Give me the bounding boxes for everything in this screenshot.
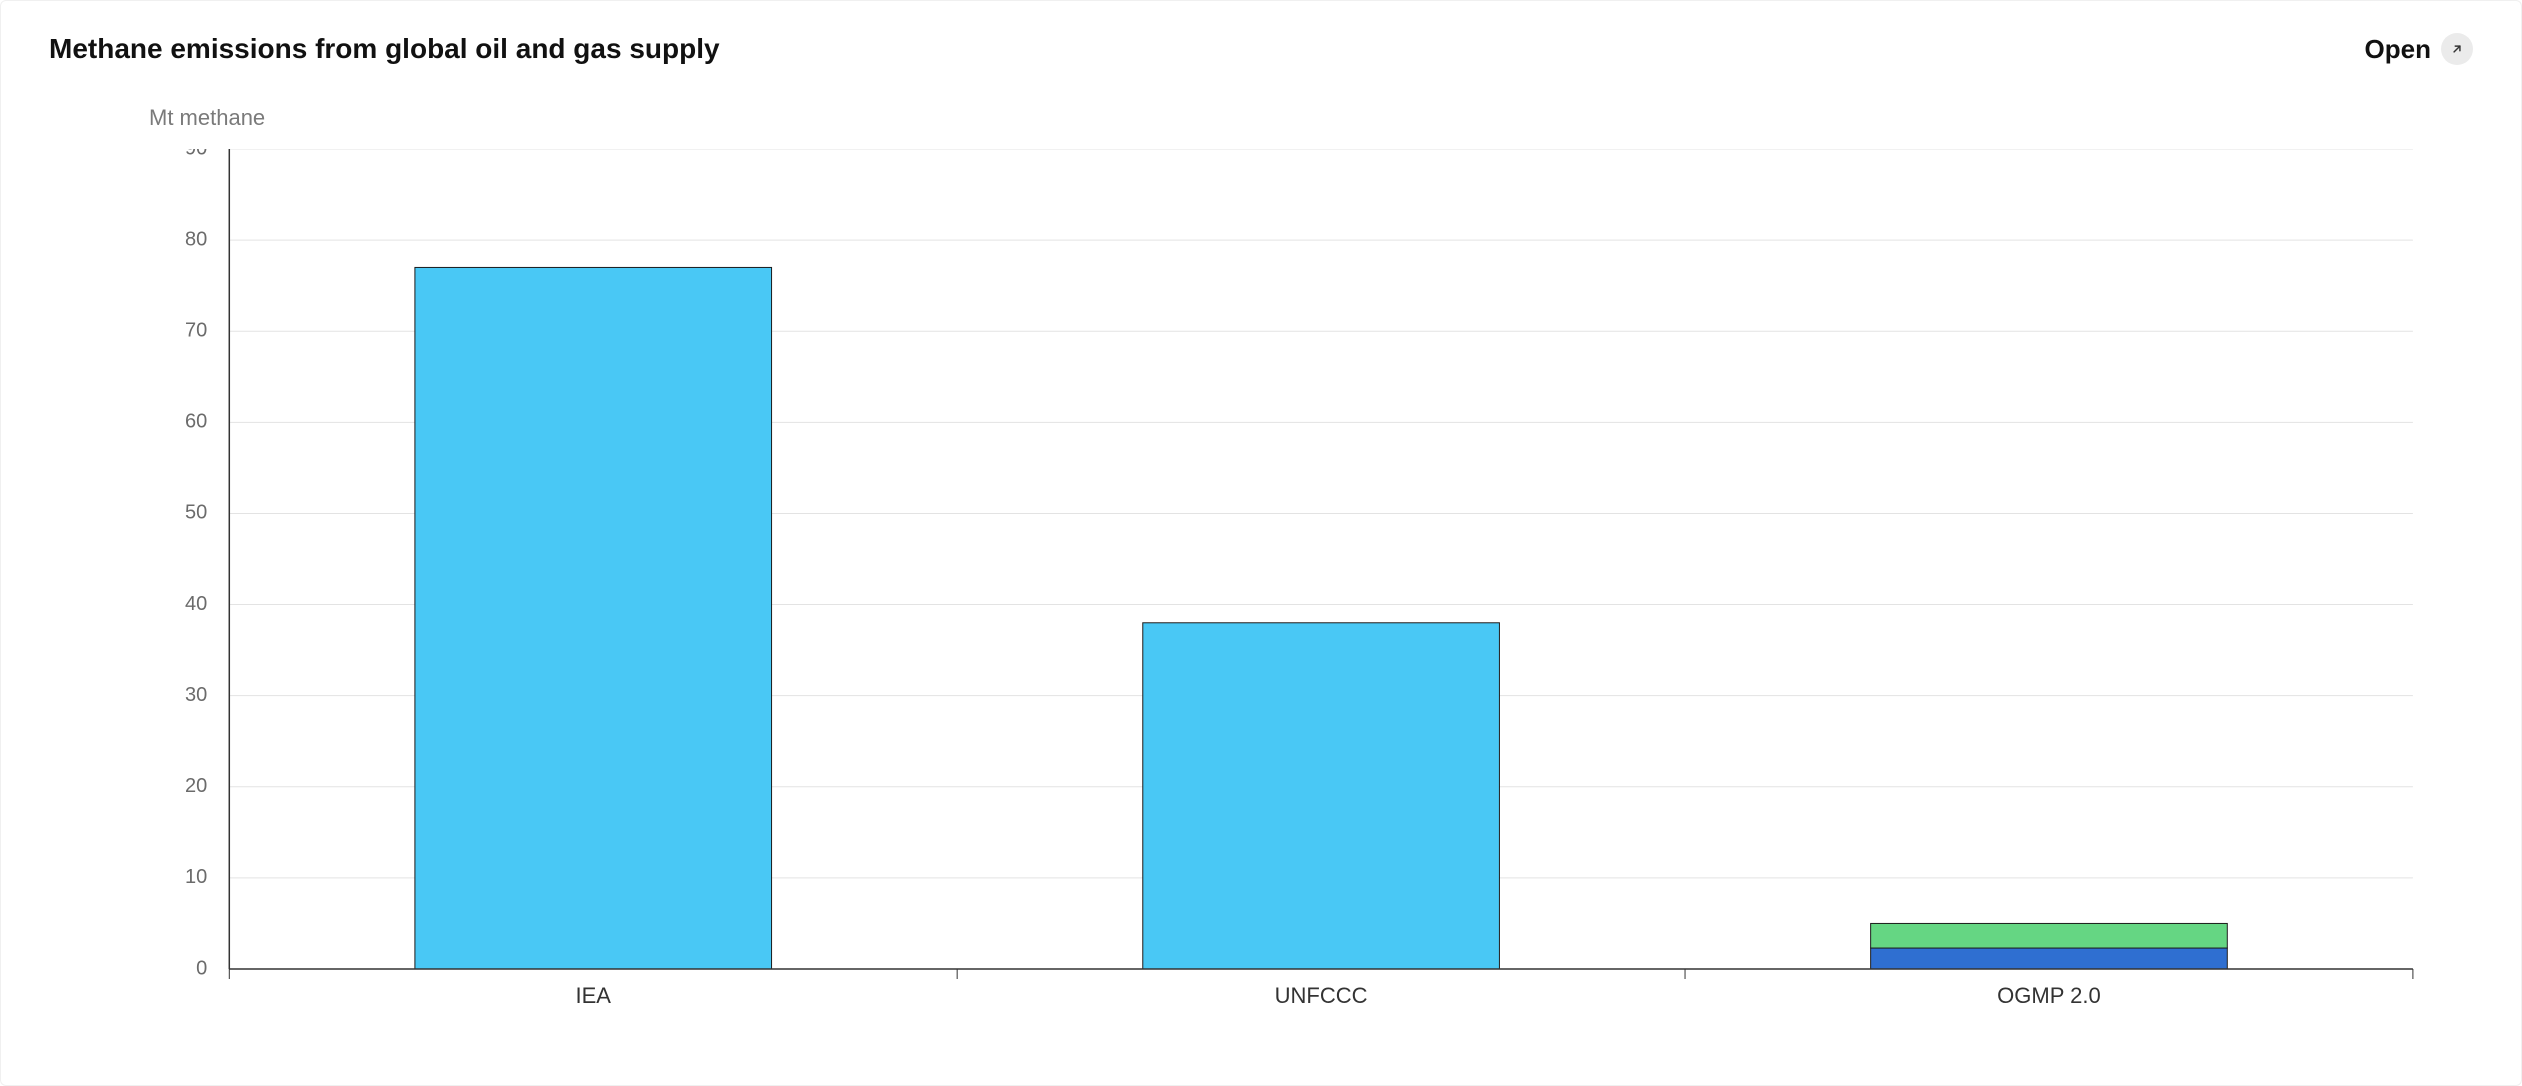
chart-header: Methane emissions from global oil and ga… (49, 33, 2473, 65)
y-tick-label: 10 (185, 866, 207, 888)
chart-title: Methane emissions from global oil and ga… (49, 33, 720, 65)
bar-segment[interactable] (1871, 948, 2228, 969)
y-tick-label: 60 (185, 411, 207, 433)
open-button-label: Open (2365, 34, 2431, 65)
y-tick-label: 0 (196, 957, 207, 979)
bar-segment[interactable] (1871, 923, 2228, 948)
chart-card: Methane emissions from global oil and ga… (0, 0, 2522, 1086)
y-tick-label: 30 (185, 684, 207, 706)
y-tick-label: 80 (185, 228, 207, 250)
y-tick-label: 20 (185, 775, 207, 797)
x-category-label: OGMP 2.0 (1997, 983, 2101, 1008)
open-button[interactable]: Open (2365, 33, 2473, 65)
bar-segment[interactable] (1143, 623, 1500, 969)
bar-segment[interactable] (415, 267, 772, 969)
y-tick-label: 90 (185, 149, 207, 159)
y-tick-label: 70 (185, 320, 207, 342)
x-category-label: UNFCCC (1275, 983, 1368, 1008)
y-tick-label: 40 (185, 593, 207, 615)
y-axis-label: Mt methane (149, 105, 2473, 131)
bar-chart: 0 10 20 30 40 50 60 70 80 90 IEA UNFCCC OGMP 2.0 (49, 149, 2473, 1029)
x-category-label: IEA (575, 983, 611, 1008)
external-link-icon (2441, 33, 2473, 65)
y-tick-label: 50 (185, 502, 207, 524)
